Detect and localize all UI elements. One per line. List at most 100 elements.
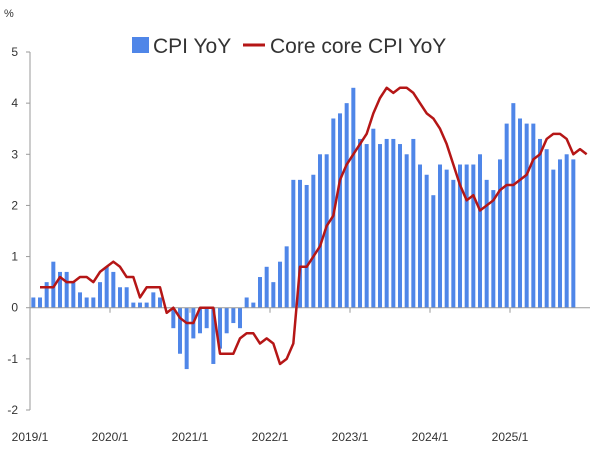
cpi-bar — [451, 179, 456, 308]
cpi-bar — [518, 118, 522, 308]
y-tick-label: 2 — [11, 198, 18, 212]
x-tick-label: 2020/1 — [92, 430, 129, 444]
y-tick-label: -1 — [7, 352, 18, 366]
cpi-bar — [424, 174, 429, 308]
y-tick-label: 0 — [11, 301, 18, 315]
cpi-bar — [444, 169, 449, 308]
cpi-bar — [98, 282, 102, 308]
cpi-bar — [224, 307, 229, 334]
y-axis-unit-label: % — [4, 8, 14, 20]
cpi-bar — [298, 179, 302, 308]
cpi-bar — [244, 297, 249, 308]
cpi-bar — [558, 159, 562, 308]
cpi-bar — [491, 190, 496, 308]
core-core-cpi-line — [40, 86, 588, 366]
legend-label-cpi: CPI YoY — [153, 35, 231, 58]
cpi-bar — [511, 103, 516, 308]
cpi-bar — [84, 297, 89, 308]
cpi-bar — [258, 277, 262, 308]
cpi-bar — [324, 154, 329, 308]
cpi-bar — [78, 292, 82, 308]
cpi-bar — [318, 154, 322, 308]
cpi-bar — [384, 138, 389, 308]
cpi-bar — [211, 307, 216, 364]
cpi-bar — [531, 123, 536, 308]
cpi-bar — [304, 184, 309, 308]
x-tick-label: 2022/1 — [252, 430, 289, 444]
cpi-bar — [58, 271, 62, 308]
cpi-bar — [571, 159, 576, 308]
cpi-bar — [371, 128, 376, 308]
cpi-bar — [218, 307, 222, 349]
cpi-bar — [64, 271, 69, 308]
x-tick-label: 2019/1 — [12, 430, 49, 444]
cpi-bar — [91, 297, 96, 308]
y-axis-ticks: 5 4 3 2 1 0 -1 -2 — [7, 45, 30, 417]
cpi-bar — [364, 144, 369, 308]
y-tick-label: 3 — [11, 147, 18, 161]
x-tick-label: 2023/1 — [332, 430, 369, 444]
cpi-bar — [171, 307, 176, 329]
x-tick-label: 2021/1 — [172, 430, 209, 444]
cpi-bar — [551, 169, 556, 308]
y-tick-label: -2 — [7, 403, 18, 417]
cpi-bar — [291, 179, 296, 308]
cpi-bar — [471, 164, 476, 308]
cpi-bar — [464, 164, 469, 308]
cpi-bar — [438, 164, 442, 308]
cpi-bars — [31, 87, 576, 370]
cpi-bar — [484, 179, 489, 308]
y-tick-label: 4 — [11, 96, 18, 110]
cpi-bar — [498, 159, 502, 308]
cpi-bar — [391, 138, 396, 308]
y-tick-label: 5 — [11, 45, 18, 59]
cpi-bar — [51, 261, 56, 308]
cpi-bar — [44, 282, 49, 308]
cpi-bar — [478, 154, 482, 308]
cpi-bar — [138, 302, 142, 308]
legend: CPI YoY Core core CPI YoY — [132, 35, 446, 58]
cpi-bar — [118, 287, 122, 308]
cpi-bar — [358, 138, 362, 308]
cpi-bar — [398, 144, 402, 308]
legend-label-core-core: Core core CPI YoY — [270, 35, 446, 58]
cpi-bar — [184, 307, 189, 370]
cpi-bar — [524, 123, 529, 308]
cpi-bar — [144, 302, 149, 308]
cpi-bar — [158, 297, 162, 308]
cpi-bar — [458, 164, 462, 308]
cpi-bar — [71, 282, 76, 308]
cpi-bar — [544, 149, 549, 308]
y-tick-label: 1 — [11, 250, 18, 264]
cpi-bar — [351, 87, 356, 308]
cpi-bar — [178, 307, 182, 354]
cpi-bar — [504, 123, 509, 308]
cpi-bar — [411, 138, 416, 308]
cpi-bar — [418, 164, 422, 308]
cpi-bar — [311, 174, 316, 308]
x-tick-label: 2024/1 — [412, 430, 449, 444]
cpi-bar — [31, 297, 36, 308]
cpi-bar — [238, 307, 242, 329]
legend-swatch-cpi — [132, 37, 149, 53]
cpi-bar — [378, 144, 382, 308]
cpi-bar — [204, 307, 209, 329]
cpi-bar — [344, 103, 349, 308]
cpi-bar — [404, 154, 409, 308]
cpi-bar — [251, 302, 256, 308]
cpi-bar — [284, 246, 289, 308]
cpi-bar — [271, 282, 276, 308]
cpi-bar — [151, 292, 156, 308]
cpi-bar — [278, 261, 282, 308]
x-axis-ticks: 2019/1 2020/1 2021/1 2022/1 2023/1 2024/1 2025… — [12, 307, 529, 444]
x-tick-label: 2025/1 — [492, 430, 529, 444]
cpi-bar — [564, 154, 569, 308]
cpi-bar — [111, 271, 116, 308]
cpi-bar — [104, 266, 109, 308]
cpi-bar — [231, 307, 236, 324]
cpi-bar — [131, 302, 136, 308]
cpi-bar — [431, 195, 436, 308]
cpi-bar — [264, 266, 269, 308]
cpi-bar — [124, 287, 129, 308]
